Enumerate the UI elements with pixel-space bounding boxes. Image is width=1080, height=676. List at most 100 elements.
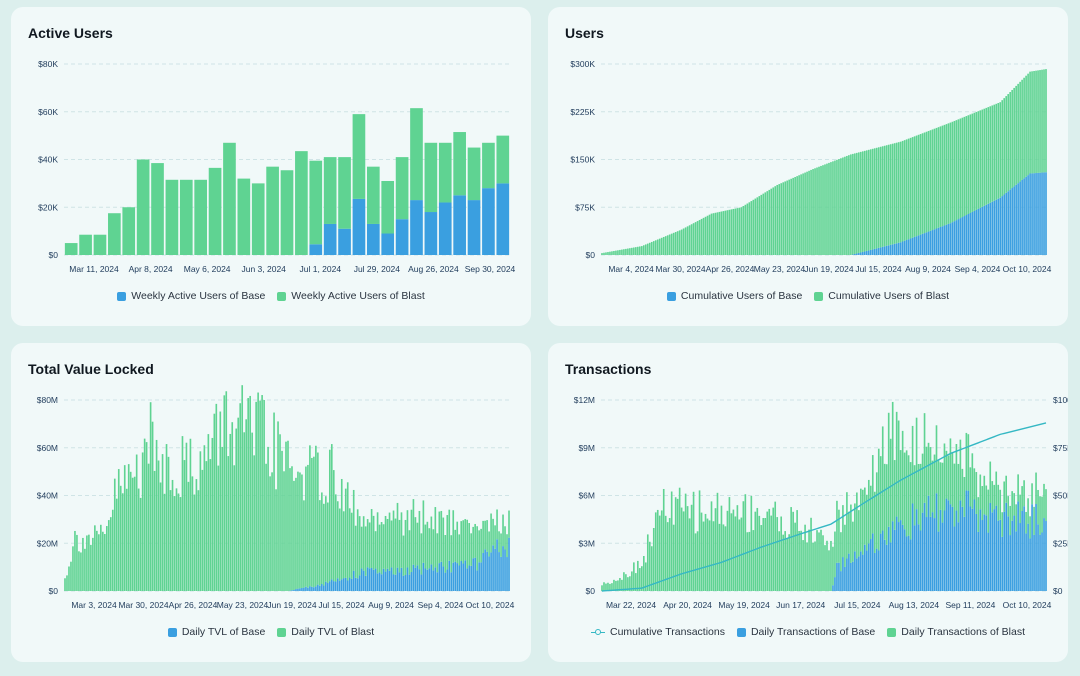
bar-blast — [1017, 83, 1019, 184]
bar-blast — [275, 489, 277, 591]
bar-blast — [452, 510, 455, 563]
bar-blast — [796, 510, 798, 591]
bar-blast — [881, 146, 884, 247]
x-tick-label: Apr 26, 2024 — [169, 600, 218, 610]
bar-blast — [185, 442, 188, 591]
bar-blast — [913, 465, 916, 526]
legend-item[interactable]: Cumulative Users of Base — [666, 290, 802, 302]
bar-blast — [951, 121, 954, 223]
bar-blast — [923, 413, 926, 503]
bar-blast — [266, 166, 279, 255]
bar-blast — [1037, 489, 1039, 525]
x-tick-label: Apr 20, 2024 — [663, 600, 712, 610]
bar-blast — [724, 210, 727, 255]
bar-blast — [678, 230, 681, 255]
legend-item[interactable]: Weekly Active Users of Blast — [277, 290, 425, 302]
bar-base — [937, 531, 940, 591]
bar-base — [325, 581, 327, 591]
bar-blast — [637, 560, 639, 591]
bar-blast — [828, 550, 830, 591]
bar-blast — [277, 421, 279, 591]
bar-blast — [394, 518, 397, 575]
bar-blast — [1019, 81, 1021, 182]
legend-item[interactable]: Cumulative Transactions — [591, 626, 725, 638]
bar-blast — [963, 116, 966, 217]
bar-blast — [642, 556, 645, 591]
bar-blast — [197, 490, 200, 591]
bar-blast — [646, 243, 649, 255]
bar-base — [883, 246, 886, 255]
legend-swatch — [167, 627, 177, 637]
bar-blast — [207, 434, 210, 591]
x-tick-label: Jun 19, 2024 — [267, 600, 316, 610]
bar-base — [486, 551, 488, 591]
bar-blast — [929, 447, 932, 517]
bar-blast — [871, 148, 874, 250]
bar-blast — [931, 460, 934, 513]
bar-blast — [257, 392, 259, 591]
bar-blast — [680, 507, 683, 591]
bar-blast — [338, 157, 351, 229]
x-tick-label: Mar 30, 2024 — [118, 600, 168, 610]
bar-blast — [698, 490, 701, 591]
bar-blast — [506, 534, 508, 558]
legend-item[interactable]: Weekly Active Users of Base — [117, 290, 265, 302]
x-tick-label: Mar 3, 2024 — [71, 600, 117, 610]
legend-item[interactable]: Daily Transactions of Base — [736, 626, 875, 638]
bar-blast — [167, 456, 170, 591]
legend-item[interactable]: Cumulative Users of Blast — [814, 290, 949, 302]
bar-base — [915, 509, 918, 591]
bar-base — [935, 228, 938, 255]
bar-base — [1043, 518, 1045, 591]
bar-blast — [885, 464, 888, 545]
bar-blast — [794, 177, 796, 255]
bar-base — [949, 504, 952, 591]
bar-blast — [100, 524, 102, 591]
bar-base — [965, 215, 968, 255]
bar-blast — [82, 537, 84, 591]
active-users-chart: $0 $20K $40K $60K $80K Mar 11, 2024 Apr 8, 202… — [38, 59, 515, 274]
bar-blast — [1043, 69, 1045, 173]
bar-base — [854, 253, 856, 255]
legend-item[interactable]: Daily Transactions of Blast — [887, 626, 1025, 638]
bar-blast — [933, 128, 936, 230]
bar-blast — [652, 527, 655, 591]
bar-blast — [117, 469, 120, 591]
y-tick-label: $150K — [570, 155, 595, 165]
bar-blast — [498, 531, 500, 553]
bar-blast — [774, 501, 777, 591]
bar-blast — [742, 501, 745, 591]
legend-swatch — [736, 627, 746, 637]
bar-blast — [790, 178, 792, 255]
bar-blast — [305, 466, 307, 587]
bar-blast — [241, 385, 244, 591]
bar-base — [500, 556, 502, 591]
bar-blast — [860, 488, 862, 552]
bar-base — [430, 564, 433, 591]
bar-blast — [102, 531, 104, 591]
bar-blast — [692, 491, 695, 591]
legend-swatch — [277, 291, 287, 301]
bar-blast — [798, 175, 800, 255]
legend-item[interactable]: Daily TVL of Blast — [277, 626, 374, 638]
bar-blast — [770, 188, 773, 255]
bar-blast — [113, 478, 116, 591]
bar-blast — [76, 534, 78, 591]
bar-blast — [999, 489, 1002, 520]
bar-base — [410, 572, 413, 591]
bar-base — [504, 549, 506, 591]
bar-base — [1039, 172, 1041, 255]
bar-blast — [732, 208, 735, 255]
bar-blast — [366, 166, 380, 224]
bar-blast — [654, 240, 657, 255]
legend-item[interactable]: Daily TVL of Base — [167, 626, 265, 638]
bar-base — [354, 577, 357, 591]
bar-base — [903, 240, 906, 255]
bar-blast — [356, 509, 359, 579]
bar-blast — [656, 509, 659, 591]
y-tick-label: $40K — [38, 155, 58, 165]
bar-blast — [444, 535, 447, 573]
bar-blast — [895, 411, 898, 517]
bar-blast — [80, 552, 82, 591]
bar-base — [1035, 503, 1037, 591]
